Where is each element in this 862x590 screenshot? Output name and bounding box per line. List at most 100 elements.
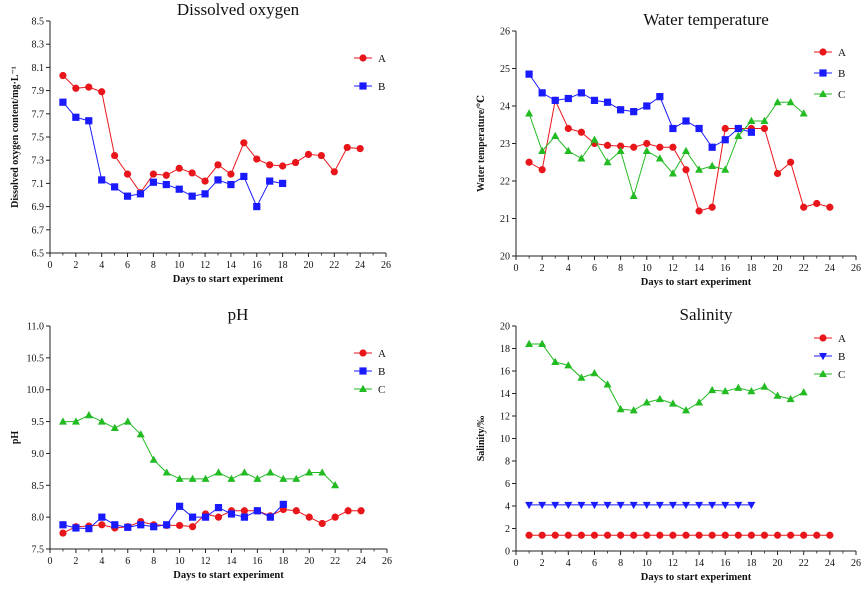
data-point [721,165,730,173]
data-point [760,531,769,539]
data-point [330,168,338,176]
data-point [655,154,664,162]
data-point [292,474,301,482]
data-point [188,169,196,177]
data-point [240,172,248,181]
data-point [71,417,80,425]
y-tick-label: 2 [505,524,510,535]
x-tick-label: 22 [330,556,340,567]
series-line [62,75,361,194]
data-point [525,109,534,117]
data-point [682,501,690,510]
data-point [59,521,67,529]
data-point [603,98,612,106]
chart-panel: pH0 2 4 6 8 10 12 14 16 18 20 22 24 267.58.08.59.09.5… [10,305,392,581]
y-tick-label: 14 [500,389,510,400]
data-point [826,531,834,539]
x-tick-label: 6 [125,556,130,567]
data-point [590,135,599,143]
data-point [747,116,756,124]
x-tick-label: 8 [618,263,623,274]
y-tick-label: 7.5 [32,133,45,144]
data-point [266,161,274,169]
series-line [62,508,362,534]
data-point [305,513,313,521]
data-point [642,146,651,154]
y-tick-label: 25 [500,64,510,75]
legend-label: A [838,333,846,345]
series-A [59,505,365,537]
data-point [747,387,756,395]
legend-marker [819,334,827,342]
series-C [58,411,340,489]
data-point [603,501,612,510]
data-point [214,513,223,521]
data-point [240,468,249,476]
data-point [538,146,547,154]
legend-marker [359,349,367,357]
y-tick-label: 6.5 [32,249,45,260]
data-point [137,521,145,529]
legend-marker [359,82,367,90]
data-point [110,423,119,431]
data-point [630,143,638,151]
data-point [162,171,170,179]
legend-item: C [814,369,845,381]
y-tick-label: 7.5 [32,545,45,556]
x-tick-label: 0 [48,260,53,271]
x-tick-label: 6 [592,558,597,569]
data-point [253,474,262,482]
x-tick-label: 0 [514,558,519,569]
y-tick-label: 0 [505,547,510,558]
data-point [162,180,170,189]
data-point [590,501,599,510]
data-point [227,170,235,178]
x-tick-label: 22 [799,263,809,274]
legend-item: B [354,81,385,93]
series-line [529,343,804,411]
data-point [163,521,171,529]
data-point [656,143,664,151]
data-point [695,165,704,173]
data-point [721,136,729,144]
data-point [616,405,625,413]
x-tick-label: 18 [278,556,288,567]
legend-item: B [354,366,385,378]
y-tick-label: 18 [500,344,510,355]
data-point [331,481,340,489]
data-point [682,146,690,154]
series-line [528,101,805,198]
x-tick-label: 10 [174,260,184,271]
legend-marker [819,353,827,361]
data-point [266,468,275,476]
data-point [175,185,183,193]
data-point [590,369,599,377]
data-point [786,98,795,106]
y-axis-label: Dissolved oxygen content/mg·L⁻¹ [10,66,21,208]
data-point [175,164,183,172]
x-tick-label: 14 [694,263,704,274]
y-tick-label: 9.0 [32,449,45,460]
y-axis-label: Water temperature/℃ [476,95,487,192]
data-point [603,141,612,149]
data-point [643,102,651,110]
data-point [318,468,327,476]
data-point [655,394,664,403]
x-tick-label: 6 [125,260,130,271]
data-point [564,146,573,154]
data-point [214,468,223,476]
x-tick-label: 12 [200,260,210,271]
x-tick-label: 2 [73,556,78,567]
data-point [577,89,585,97]
data-point [577,531,585,539]
data-point [629,501,638,510]
y-tick-label: 6.9 [32,202,45,213]
data-point [682,531,690,539]
y-tick-label: 7.9 [32,86,45,97]
data-point [551,131,560,139]
data-point [668,169,677,177]
x-tick-label: 2 [73,260,78,271]
x-tick-label: 16 [252,260,262,271]
